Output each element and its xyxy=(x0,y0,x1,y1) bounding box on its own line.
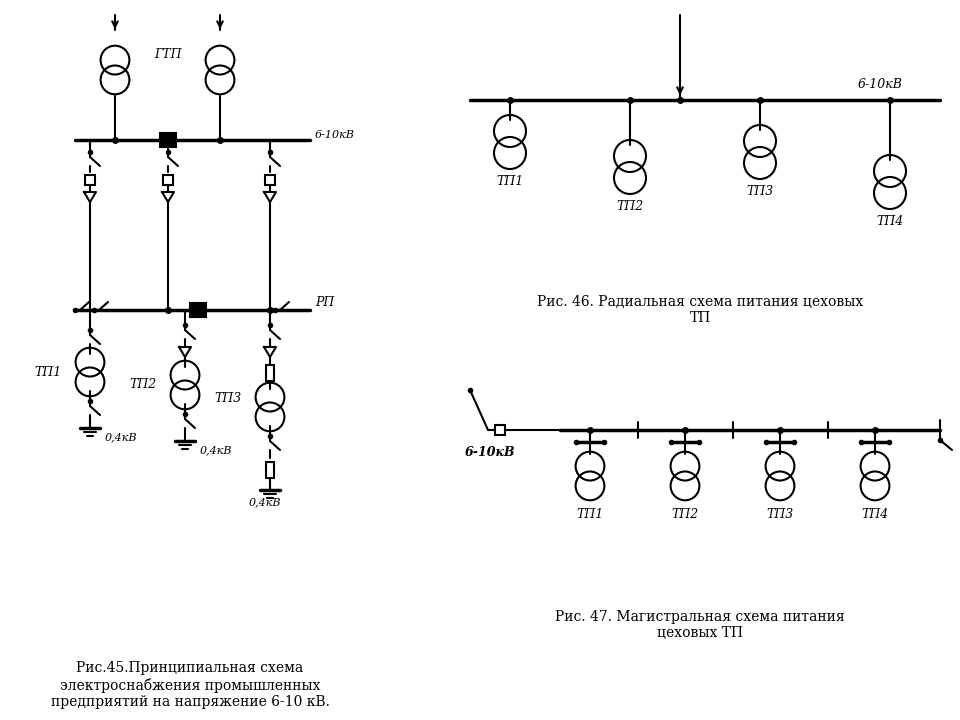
Bar xyxy=(495,425,505,435)
Text: ТП4: ТП4 xyxy=(861,508,889,521)
Bar xyxy=(266,365,274,381)
Text: ТП1: ТП1 xyxy=(35,366,62,379)
Text: ТП2: ТП2 xyxy=(671,508,699,521)
Text: Рис.45.Принципиальная схема
электроснабжения промышленных
предприятий на напряже: Рис.45.Принципиальная схема электроснабж… xyxy=(51,661,329,708)
Text: 6-10кВ: 6-10кВ xyxy=(465,446,516,459)
Text: 0,4кВ: 0,4кВ xyxy=(249,497,281,507)
Bar xyxy=(160,133,176,147)
Text: ТП2: ТП2 xyxy=(130,379,157,392)
Bar xyxy=(190,303,206,317)
Text: 6-10кВ: 6-10кВ xyxy=(857,78,902,91)
Text: 0,4кВ: 0,4кВ xyxy=(105,432,137,442)
Text: ТП4: ТП4 xyxy=(876,215,903,228)
Text: ТП3: ТП3 xyxy=(215,392,242,405)
Text: РП: РП xyxy=(315,295,334,308)
Bar xyxy=(85,175,95,185)
Text: ГТП: ГТП xyxy=(155,48,181,61)
Text: Рис. 46. Радиальная схема питания цеховых
ТП: Рис. 46. Радиальная схема питания цеховы… xyxy=(537,295,863,325)
Text: ТП1: ТП1 xyxy=(496,175,523,188)
Text: ТП3: ТП3 xyxy=(746,185,774,198)
Text: ТП1: ТП1 xyxy=(576,508,604,521)
Bar xyxy=(163,175,173,185)
Text: 0,4кВ: 0,4кВ xyxy=(200,445,232,455)
Text: ТП2: ТП2 xyxy=(616,200,643,213)
Text: Рис. 47. Магистральная схема питания
цеховых ТП: Рис. 47. Магистральная схема питания цех… xyxy=(555,610,845,640)
Text: ТП3: ТП3 xyxy=(766,508,794,521)
Text: 6-10кВ: 6-10кВ xyxy=(315,130,355,140)
Bar xyxy=(265,175,275,185)
Bar xyxy=(266,462,274,478)
